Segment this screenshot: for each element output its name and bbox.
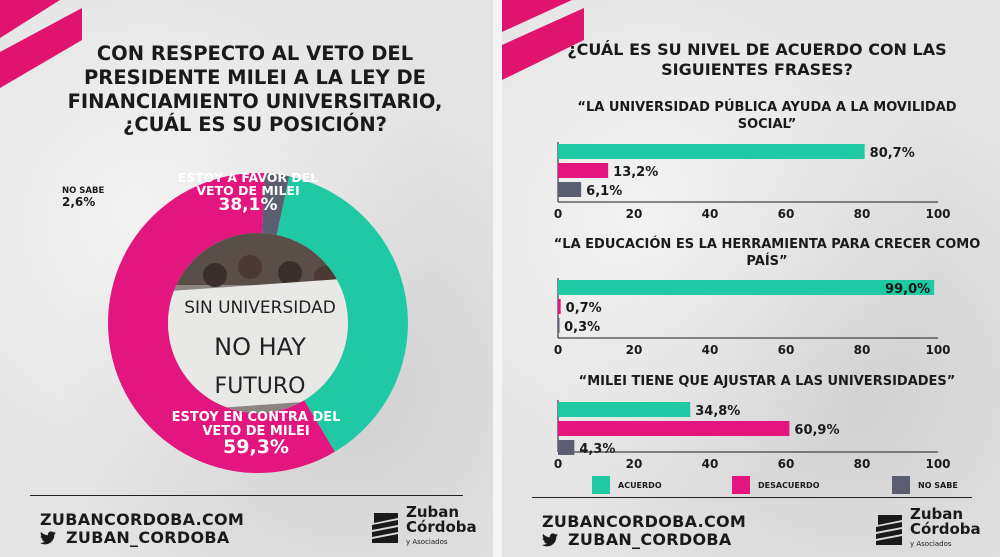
brand-corner-stripes-right	[502, 0, 584, 80]
footer-url-link[interactable]: ZUBANCORDOBA.COM	[40, 510, 245, 529]
x-tick-label: 80	[854, 457, 871, 471]
x-tick-label: 100	[925, 457, 950, 471]
x-tick-label: 20	[626, 457, 643, 471]
data-label-nosabe: 6,1%	[586, 184, 622, 199]
left-panel: CON RESPECTO AL VETO DEL PRESIDENTE MILE…	[0, 0, 493, 557]
zc-logo-icon	[372, 512, 398, 543]
donut-chart: SIN UNIVERSIDAD NO HAY FUTURO	[108, 172, 409, 473]
logo-line-3-right: y Asociados	[910, 540, 952, 548]
x-tick-label: 60	[778, 207, 795, 221]
photo-banner-line-2: NO HAY	[214, 333, 306, 361]
bar-desacuerdo	[558, 163, 609, 178]
logo-line-2: Córdoba	[406, 518, 477, 536]
label-nosabe-text: NO SABE	[62, 186, 105, 196]
legend-desacuerdo: DESACUERDO	[732, 476, 820, 494]
bar-acuerdo	[558, 144, 865, 159]
x-tick-label: 0	[554, 207, 562, 221]
donut-slice-favor	[276, 176, 409, 452]
x-tick-label: 20	[626, 207, 643, 221]
x-tick-label: 60	[778, 457, 795, 471]
donut-slice-nosabe	[262, 173, 290, 235]
label-favor: ESTOY A FAVOR DEL VETO DE MILEI 38,1%	[168, 171, 328, 215]
twitter-icon	[40, 530, 56, 544]
bar-acuerdo	[558, 280, 935, 295]
label-nosabe: NO SABE 2,6%	[62, 187, 134, 209]
question-2-label: “LA EDUCACIÓN ES LA HERRAMIENTA PARA CRE…	[553, 237, 981, 269]
legend-label-desacuerdo: DESACUERDO	[758, 480, 820, 490]
footer-url-link-right[interactable]: ZUBANCORDOBA.COM	[542, 512, 747, 531]
x-tick-label: 100	[925, 207, 950, 221]
legend-swatch-desacuerdo	[732, 476, 750, 494]
legend-label-acuerdo: ACUERDO	[618, 480, 662, 490]
question-1-label: “LA UNIVERSIDAD PÚBLICA AYUDA A LA MOVIL…	[577, 100, 957, 132]
bar-chart-3: 34,8% 60,9% 4,3% 0 20 40 60 80 100	[554, 400, 951, 471]
right-title: ¿CUÁL ES SU NIVEL DE ACUERDO CON LAS SIG…	[567, 40, 947, 79]
brand-corner-stripes	[0, 0, 82, 88]
footer-divider-right	[532, 497, 972, 498]
bar-chart-2: 99,0% 0,7% 0,3%0 20 40 60 80 100	[554, 278, 951, 357]
protest-photo: SIN UNIVERSIDAD NO HAY FUTURO	[168, 233, 348, 413]
logo-line-2-right: Córdoba	[910, 520, 981, 538]
x-tick-label: 0	[554, 343, 562, 357]
data-label-acuerdo: 80,7%	[870, 146, 915, 161]
x-tick-label: 80	[854, 207, 871, 221]
chart-legend: ACUERDO DESACUERDO NO SABE	[582, 474, 982, 496]
label-contra-pct: 59,3%	[223, 436, 289, 459]
data-label-desacuerdo: 60,9%	[794, 423, 839, 438]
photo-banner-line-1: SIN UNIVERSIDAD	[184, 298, 336, 318]
legend-acuerdo: ACUERDO	[592, 476, 662, 494]
legend-swatch-nosabe	[892, 476, 910, 494]
zuban-cordoba-logo: Zuban Córdoba y Asociados	[370, 505, 477, 550]
data-label-acuerdo: 99,0%	[885, 282, 930, 297]
x-tick-label: 100	[925, 343, 950, 357]
footer-divider	[30, 495, 463, 496]
x-tick-label: 80	[854, 343, 871, 357]
legend-label-nosabe: NO SABE	[918, 480, 958, 490]
x-tick-label: 0	[554, 457, 562, 471]
x-tick-label: 40	[702, 457, 719, 471]
right-panel: ¿CUÁL ES SU NIVEL DE ACUERDO CON LAS SIG…	[502, 0, 1000, 557]
x-tick-label: 40	[702, 207, 719, 221]
data-label-acuerdo: 34,8%	[695, 404, 740, 419]
logo-line-1-right: Zuban	[910, 505, 964, 523]
donut-slice-contra	[108, 172, 335, 473]
data-label-desacuerdo: 13,2%	[613, 165, 658, 180]
photo-banner-line-3: FUTURO	[215, 374, 306, 399]
footer-twitter-handle-right[interactable]: ZUBAN_CORDOBA	[542, 530, 732, 549]
zuban-cordoba-logo-right: Zuban Córdoba y Asociados	[874, 507, 981, 552]
legend-swatch-acuerdo	[592, 476, 610, 494]
x-tick-label: 40	[702, 343, 719, 357]
footer-twitter-handle[interactable]: ZUBAN_CORDOBA	[40, 528, 230, 547]
label-contra: ESTOY EN CONTRA DEL VETO DE MILEI 59,3%	[168, 411, 344, 458]
panel-gap	[493, 0, 502, 557]
zc-logo-icon	[876, 514, 902, 545]
legend-nosabe: NO SABE	[892, 476, 958, 494]
x-tick-label: 60	[778, 343, 795, 357]
bar-desacuerdo	[558, 421, 790, 436]
bar-acuerdo	[558, 402, 691, 417]
left-title: CON RESPECTO AL VETO DEL PRESIDENTE MILE…	[67, 42, 443, 137]
logo-line-3: y Asociados	[406, 538, 448, 546]
data-label-desacuerdo: 0,7%	[566, 301, 602, 316]
x-tick-label: 20	[626, 343, 643, 357]
label-favor-pct: 38,1%	[218, 195, 278, 216]
twitter-icon	[542, 532, 558, 546]
logo-line-1: Zuban	[406, 503, 460, 521]
bar-nosabe	[558, 182, 582, 197]
bar-nosabe	[558, 318, 560, 333]
label-favor-text: ESTOY A FAVOR DEL VETO DE MILEI	[177, 170, 319, 199]
footer-handle-text-right: ZUBAN_CORDOBA	[568, 530, 732, 549]
data-label-nosabe: 4,3%	[579, 442, 615, 457]
footer-handle-text: ZUBAN_CORDOBA	[66, 528, 230, 547]
bar-desacuerdo	[558, 299, 561, 314]
bar-nosabe	[558, 440, 575, 455]
label-nosabe-pct: 2,6%	[62, 194, 96, 209]
question-3-label: “MILEI TIENE QUE AJUSTAR A LAS UNIVERSID…	[578, 374, 956, 389]
label-contra-text: ESTOY EN CONTRA DEL VETO DE MILEI	[171, 410, 341, 439]
bar-chart-1: 80,7% 13,2% 6,1% 0 20 40 60 80 100	[554, 142, 951, 221]
data-label-nosabe: 0,3%	[564, 320, 600, 335]
